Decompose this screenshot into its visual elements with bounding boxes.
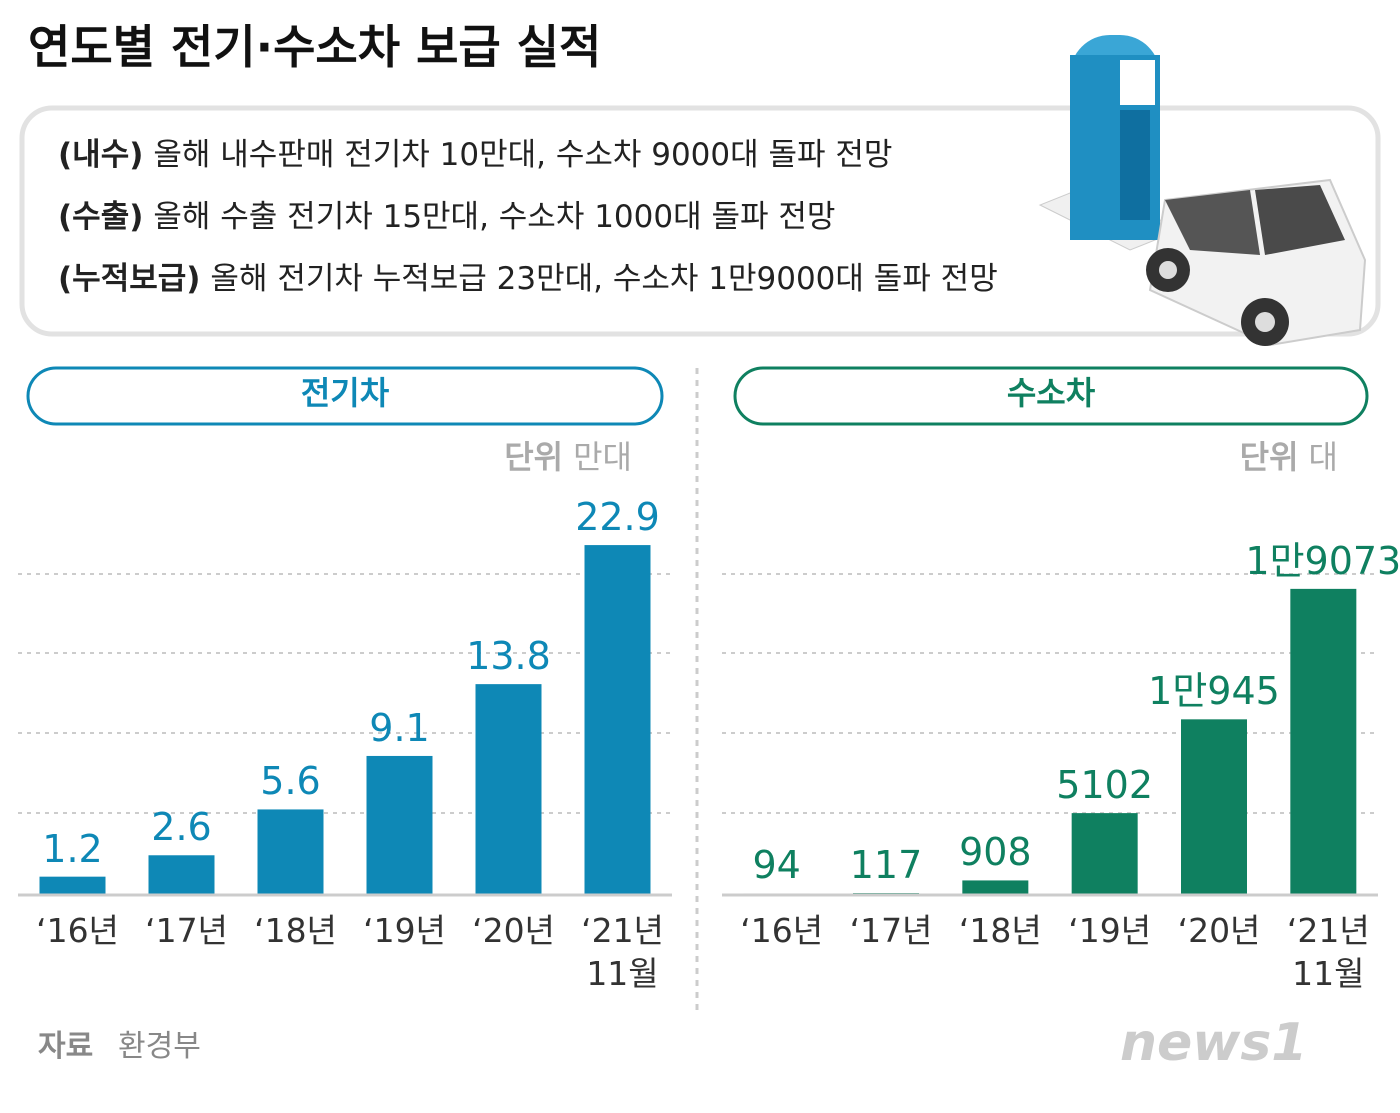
x-tick-label: ‘16년 [36, 911, 119, 950]
note-text: 올해 수출 전기차 15만대, 수소차 1000대 돌파 전망 [153, 199, 836, 235]
value-label: 2.6 [151, 805, 212, 850]
note-text: 올해 내수판매 전기차 10만대, 수소차 9000대 돌파 전망 [153, 137, 893, 173]
bar [39, 876, 106, 895]
unit: 만대 [573, 438, 632, 476]
value-label: 1만945 [1148, 669, 1280, 714]
panel-header [733, 366, 1369, 426]
title: 연도별 전기·수소차 보급 실적 [28, 20, 602, 74]
panel-header [26, 366, 664, 426]
value-label: 1.2 [42, 826, 103, 871]
bar [1181, 719, 1247, 895]
value-label: 908 [959, 830, 1032, 875]
x-tick-label: ‘16년 [740, 911, 824, 950]
x-tick-label: ‘18년 [958, 911, 1042, 950]
x-tick-label: ‘20년 [472, 911, 555, 950]
x-tick-label: ‘19년 [363, 911, 446, 950]
x-tick-label: ‘20년 [1177, 911, 1261, 950]
value-label: 5102 [1056, 763, 1154, 808]
value-label: 9.1 [369, 705, 430, 750]
unit-label: 단위 [1239, 438, 1299, 476]
panel-title: 전기차 [300, 374, 390, 412]
illustration [1038, 35, 1367, 347]
bar [962, 880, 1029, 895]
bar [1290, 588, 1357, 895]
value-label: 5.6 [260, 759, 321, 804]
panel-title: 수소차 [1006, 374, 1096, 412]
bar [257, 809, 324, 895]
note-label: (내수) [58, 137, 144, 173]
x-tick-label: ‘21년 11월 [581, 911, 664, 993]
bar [584, 545, 651, 895]
bar [366, 755, 433, 895]
value-label: 94 [752, 843, 801, 888]
logo: news1 [1120, 1013, 1308, 1073]
x-tick-label: ‘21년 11월 [1286, 911, 1370, 993]
value-label: 1만9073 [1245, 538, 1400, 583]
value-label: 13.8 [466, 634, 551, 679]
x-tick-label: ‘18년 [254, 911, 337, 950]
source-label: 자료 [38, 1029, 94, 1064]
note-label: (수출) [58, 199, 144, 235]
bar [148, 855, 215, 895]
unit-label: 단위 [504, 438, 564, 476]
x-tick-label: ‘17년 [849, 911, 933, 950]
notes-box [19, 105, 1381, 337]
source: 환경부 [118, 1029, 201, 1064]
x-tick-label: ‘17년 [145, 911, 228, 950]
unit: 대 [1308, 438, 1338, 476]
value-label: 117 [849, 843, 923, 888]
value-label: 22.9 [575, 495, 660, 540]
note-text: 올해 전기차 누적보급 23만대, 수소차 1만9000대 돌파 전망 [210, 261, 998, 297]
bar [1071, 813, 1138, 895]
note-label: (누적보급) [58, 261, 201, 297]
x-tick-label: ‘19년 [1068, 911, 1152, 950]
bar [475, 684, 542, 895]
